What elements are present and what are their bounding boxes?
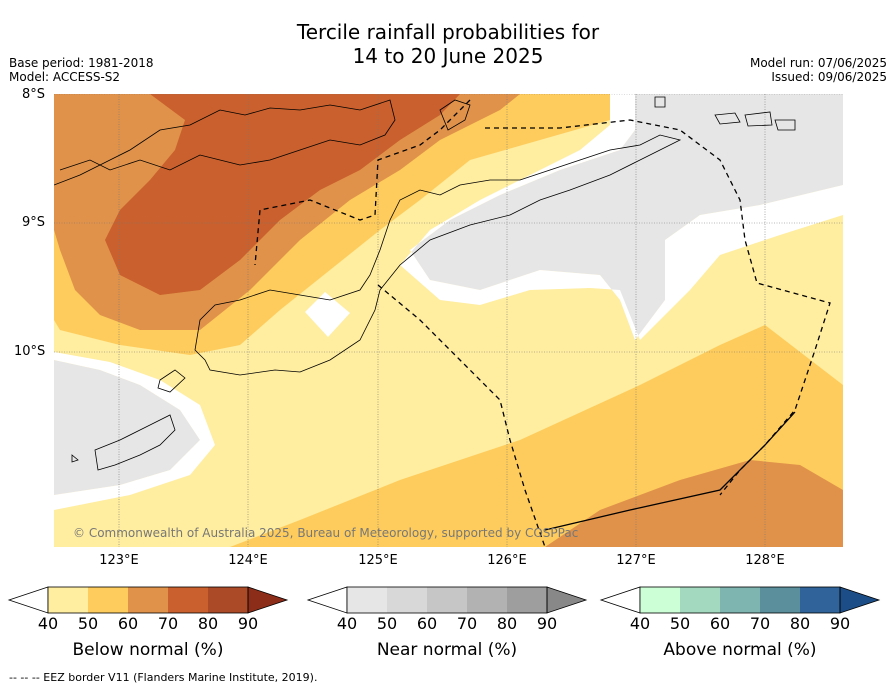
map-title: Tercile rainfall probabilities for 14 to… <box>0 20 896 68</box>
colorbar-tick-label: 60 <box>117 614 139 633</box>
base-period: Base period: 1981-2018 <box>9 56 154 70</box>
colorbar-tick-label: 40 <box>629 614 651 633</box>
lon-label-125e: 125°E <box>358 553 398 568</box>
lat-label-10s: 10°S <box>14 344 46 359</box>
colorbar-left-arrow <box>7 586 49 614</box>
colorbar-right-arrow <box>247 586 289 614</box>
colorbar-segment <box>168 587 208 613</box>
colorbars <box>7 586 881 614</box>
model-name: Model: ACCESS-S2 <box>9 70 121 84</box>
title-line-2: 14 to 20 June 2025 <box>352 44 544 68</box>
colorbar-near-normal <box>306 586 588 614</box>
colorbar-tick-label: 50 <box>77 614 99 633</box>
colorbar-tick-label: 70 <box>157 614 179 633</box>
colorbar-tick-label: 90 <box>237 614 259 633</box>
near-normal-white-sw <box>54 352 215 510</box>
colorbar-tick-label: 90 <box>536 614 558 633</box>
lat-label-8s: 8°S <box>22 87 46 102</box>
colorbar-right-arrow <box>546 586 588 614</box>
colorbar-segment <box>88 587 128 613</box>
colorbar-segment <box>640 587 680 613</box>
model-run: Model run: 07/06/2025 <box>749 56 887 70</box>
colorbar-segment <box>128 587 168 613</box>
small-white-patch <box>305 292 350 337</box>
colorbar-tick-label: 80 <box>496 614 518 633</box>
colorbar-tick-label: 40 <box>336 614 358 633</box>
colorbar-right-arrow <box>839 586 881 614</box>
colorbar-above-normal <box>599 586 881 614</box>
colorbar-tick-label: 60 <box>709 614 731 633</box>
colorbar-tick-label: 60 <box>416 614 438 633</box>
colorbar-tick-label: 50 <box>669 614 691 633</box>
copyright-notice: © Commonwealth of Australia 2025, Bureau… <box>73 526 579 540</box>
below-70-80-region <box>105 94 460 295</box>
colorbar-tick-label: 80 <box>197 614 219 633</box>
lat-label-9s: 9°S <box>22 215 46 230</box>
lon-label-126e: 126°E <box>487 553 527 568</box>
colorbar-segment <box>347 587 387 613</box>
colorbar-left-arrow <box>306 586 348 614</box>
right-metadata: Model run: 07/06/2025 Issued: 09/06/2025 <box>750 56 887 84</box>
colorbar-segment <box>800 587 840 613</box>
coastlines <box>54 96 796 471</box>
colorbar-segment <box>208 587 248 613</box>
colorbar-segment <box>387 587 427 613</box>
above-normal-label: Above normal (%) <box>663 640 817 660</box>
colorbar-tick-label: 80 <box>789 614 811 633</box>
colorbar-outline <box>639 586 841 614</box>
colorbar-left-arrow <box>599 586 641 614</box>
lon-label-128e: 128°E <box>745 553 785 568</box>
below-60-70-region-se <box>545 460 843 547</box>
issued-date: Issued: 09/06/2025 <box>771 70 887 84</box>
colorbar-segment <box>467 587 507 613</box>
colorbar-tick-label: 70 <box>456 614 478 633</box>
eez-border-solid <box>544 411 796 531</box>
probability-map <box>54 94 843 547</box>
colorbar-tick-label: 70 <box>749 614 771 633</box>
eez-border <box>254 99 831 547</box>
near-normal-region-ne <box>410 94 843 340</box>
colorbar-segment <box>760 587 800 613</box>
colorbar-tick-label: 90 <box>829 614 851 633</box>
colorbar-segment <box>507 587 547 613</box>
below-normal-label: Below normal (%) <box>72 640 224 660</box>
colorbar-outline <box>346 586 548 614</box>
lon-label-124e: 124°E <box>228 553 268 568</box>
left-metadata: Base period: 1981-2018 Model: ACCESS-S2 <box>9 56 154 84</box>
lon-label-123e: 123°E <box>99 553 139 568</box>
colorbar-tick-label: 50 <box>376 614 398 633</box>
near-normal-label: Near normal (%) <box>376 640 518 660</box>
lon-label-127e: 127°E <box>616 553 656 568</box>
colorbar-segment <box>48 587 88 613</box>
near-normal-region-sw <box>54 360 200 495</box>
colorbar-segment <box>680 587 720 613</box>
eez-footnote: -- -- -- EEZ border V11 (Flanders Marine… <box>9 671 318 684</box>
colorbar-segment <box>720 587 760 613</box>
colorbar-tick-label: 40 <box>37 614 59 633</box>
colorbar-segment <box>427 587 467 613</box>
colorbar-outline <box>47 586 249 614</box>
colorbar-below-normal <box>7 586 289 614</box>
near-normal-white-band <box>400 94 843 340</box>
title-line-1: Tercile rainfall probabilities for <box>296 20 600 44</box>
